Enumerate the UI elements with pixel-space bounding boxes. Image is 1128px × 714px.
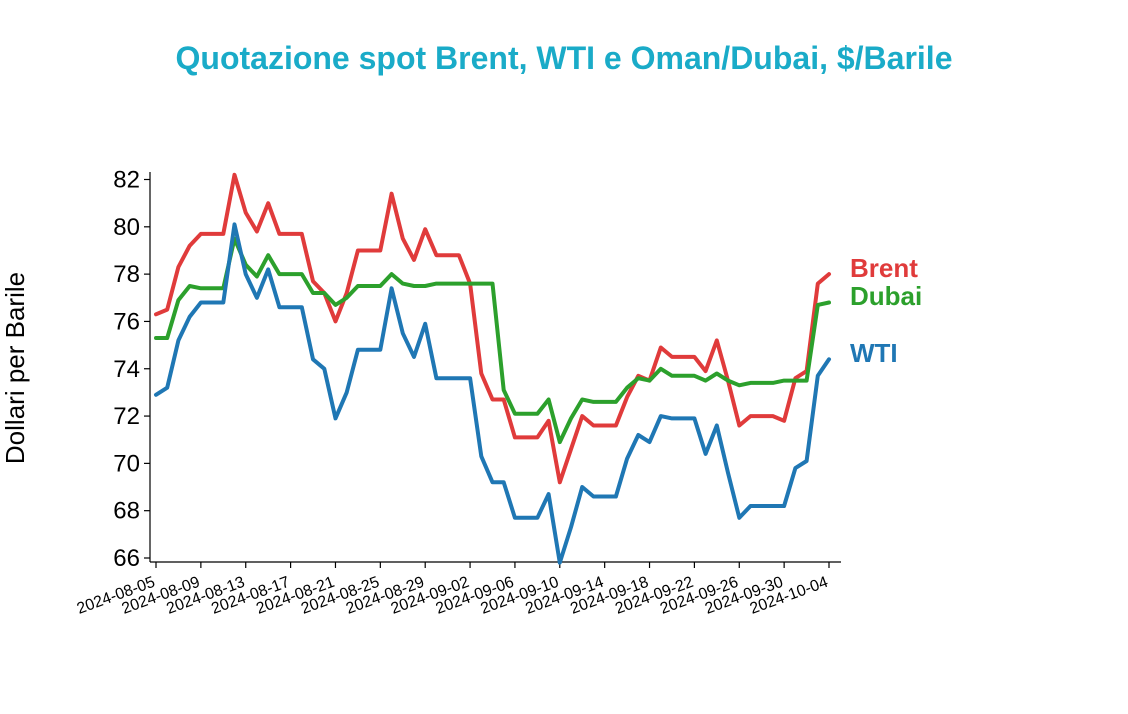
y-tick-label: 68 xyxy=(113,498,140,525)
series-line-dubai xyxy=(154,236,831,445)
y-tick-label: 70 xyxy=(113,450,140,477)
y-tick-label: 76 xyxy=(113,308,140,335)
series-label-brent: Brent xyxy=(850,253,918,283)
y-tick-label: 80 xyxy=(113,214,140,241)
x-axis: 2024-08-052024-08-092024-08-132024-08-17… xyxy=(75,561,841,618)
y-tick-label: 72 xyxy=(113,403,140,430)
y-tick-label: 66 xyxy=(113,545,140,572)
y-tick-label: 82 xyxy=(113,167,140,194)
y-tick-label: 74 xyxy=(113,356,140,383)
series-label-wti: WTI xyxy=(850,338,898,368)
series-label-dubai: Dubai xyxy=(850,281,922,311)
series-line-brent xyxy=(154,172,831,485)
y-axis: 66 68 70 72 74 76 78 80 82 xyxy=(113,167,151,572)
y-tick-label: 78 xyxy=(113,261,140,288)
chart-title: Quotazione spot Brent, WTI e Oman/Dubai,… xyxy=(176,40,953,76)
series-lines xyxy=(154,172,831,565)
series-line-wti xyxy=(154,222,831,565)
y-axis-label: Dollari per Barile xyxy=(0,272,30,464)
